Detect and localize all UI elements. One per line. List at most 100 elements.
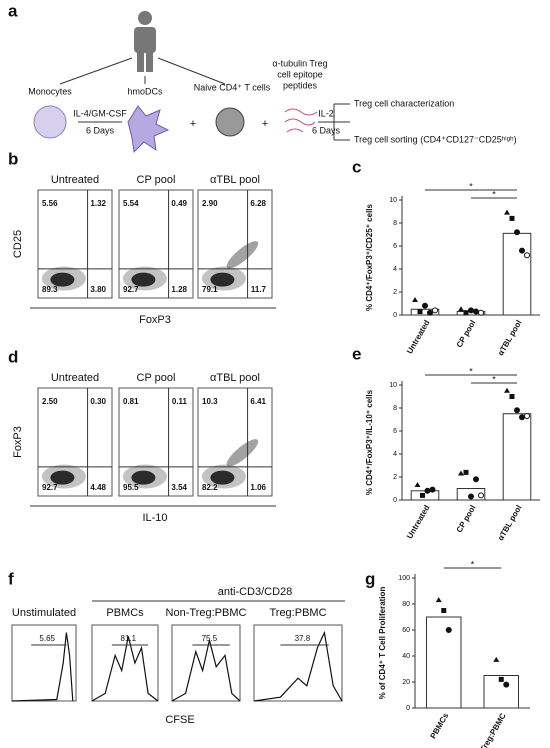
cloud — [226, 439, 259, 467]
quadrant-value: 0.11 — [172, 397, 188, 406]
histogram — [253, 630, 343, 702]
quadrant-value: 92.7 — [123, 285, 139, 294]
quadrant-value: 5.56 — [42, 199, 58, 208]
plot-frame — [197, 189, 273, 299]
panel-letter: g — [365, 569, 375, 588]
quadrant-value: 0.30 — [90, 397, 106, 406]
histogram — [171, 640, 241, 702]
quadrant-value: 3.80 — [90, 285, 106, 294]
x-tick-label: CP pool — [455, 504, 478, 535]
arrows — [59, 57, 350, 141]
bar — [410, 308, 440, 316]
cloud — [226, 241, 259, 269]
point — [524, 252, 530, 259]
point — [514, 229, 520, 236]
plot-title: PBMCs — [106, 607, 144, 619]
quadrant-value: 92.7 — [42, 483, 58, 492]
plot-frame — [118, 189, 194, 299]
point — [478, 492, 484, 499]
bar — [502, 232, 532, 316]
label: cell epitope — [277, 69, 323, 79]
point — [504, 209, 510, 215]
plus: + — [190, 118, 196, 130]
point — [414, 482, 421, 488]
label: α-tubulin Treg — [272, 58, 327, 68]
quadrant-value: 6.28 — [250, 199, 266, 208]
point — [463, 469, 469, 475]
quadrant-value: 95.5 — [123, 483, 139, 492]
point — [498, 676, 504, 682]
x-tick-label: PBMCs — [429, 711, 451, 740]
plot-title: CP pool — [137, 174, 176, 186]
quadrant-value: 2.50 — [42, 397, 58, 406]
quadrant-value: 3.54 — [171, 483, 187, 492]
point — [468, 307, 474, 314]
label: IL-4/GM-CSF — [73, 108, 127, 118]
plot-frame — [11, 624, 77, 702]
point — [463, 310, 469, 316]
y-axis-label: % CD4⁺/FoxP3⁺/IL-10⁺ cells — [365, 389, 374, 495]
y-axis-label: CD25 — [12, 230, 24, 258]
plot-frame — [253, 624, 343, 702]
y-tick-label: 2 — [393, 474, 397, 481]
cloud — [210, 470, 235, 485]
point — [412, 297, 418, 303]
point — [473, 308, 479, 315]
plot-frame — [37, 189, 113, 299]
plus: + — [262, 118, 268, 130]
panel-letter: d — [8, 347, 18, 366]
quadrant-value: 2.90 — [202, 199, 218, 208]
point — [509, 394, 515, 399]
panel-letter: e — [352, 344, 361, 363]
quadrant-value: 89.3 — [42, 285, 58, 294]
y-tick-label: 100 — [398, 575, 410, 582]
label: Naive CD4⁺ T cells — [194, 82, 271, 92]
point — [473, 476, 479, 483]
plot-title: αTBL pool — [210, 174, 260, 186]
point — [493, 656, 500, 662]
y-tick-label: 20 — [402, 679, 410, 686]
cloud — [50, 470, 75, 485]
plot-frame — [91, 624, 159, 702]
histogram — [91, 636, 159, 702]
panel-letter: f — [8, 569, 14, 588]
quadrant-value: 0.49 — [171, 199, 187, 208]
plot-frame — [118, 387, 194, 497]
point — [458, 306, 464, 312]
x-tick-label: CP pool — [455, 319, 478, 350]
x-axis-label: FoxP3 — [139, 314, 171, 326]
point — [504, 387, 510, 393]
y-tick-label: 0 — [406, 705, 410, 712]
point — [424, 487, 431, 494]
bar — [502, 413, 532, 501]
y-axis-label: % of CD4⁺ T Cell Proliferation — [378, 587, 387, 700]
quadrant-value: 1.06 — [250, 483, 266, 492]
y-tick-label: 10 — [389, 197, 397, 204]
y-tick-label: 0 — [393, 312, 397, 319]
person-icon — [134, 11, 156, 72]
point — [422, 302, 428, 309]
y-axis-label: FoxP3 — [12, 426, 24, 458]
x-axis-label: CFSE — [165, 714, 194, 726]
gate-value: 75.5 — [202, 634, 218, 643]
x-tick-label: Untreated — [405, 503, 432, 540]
label: IL-2 — [318, 108, 334, 118]
gate-value: 37.8 — [295, 634, 311, 643]
y-tick-label: 8 — [393, 405, 397, 412]
point — [509, 215, 515, 221]
cloud — [210, 272, 235, 287]
plot-frame — [197, 387, 273, 497]
point — [432, 307, 438, 314]
cloud — [131, 470, 156, 485]
label: peptides — [283, 80, 318, 90]
label: 6 Days — [86, 125, 115, 135]
point — [445, 627, 452, 633]
x-tick-label: Untreated — [405, 318, 432, 355]
y-tick-label: 8 — [393, 220, 397, 227]
panel-letter: a — [8, 1, 18, 20]
point — [503, 681, 510, 688]
x-axis-label: IL-10 — [142, 512, 167, 524]
plot-frame — [171, 624, 241, 702]
plot-title: Unstimulated — [12, 607, 76, 619]
